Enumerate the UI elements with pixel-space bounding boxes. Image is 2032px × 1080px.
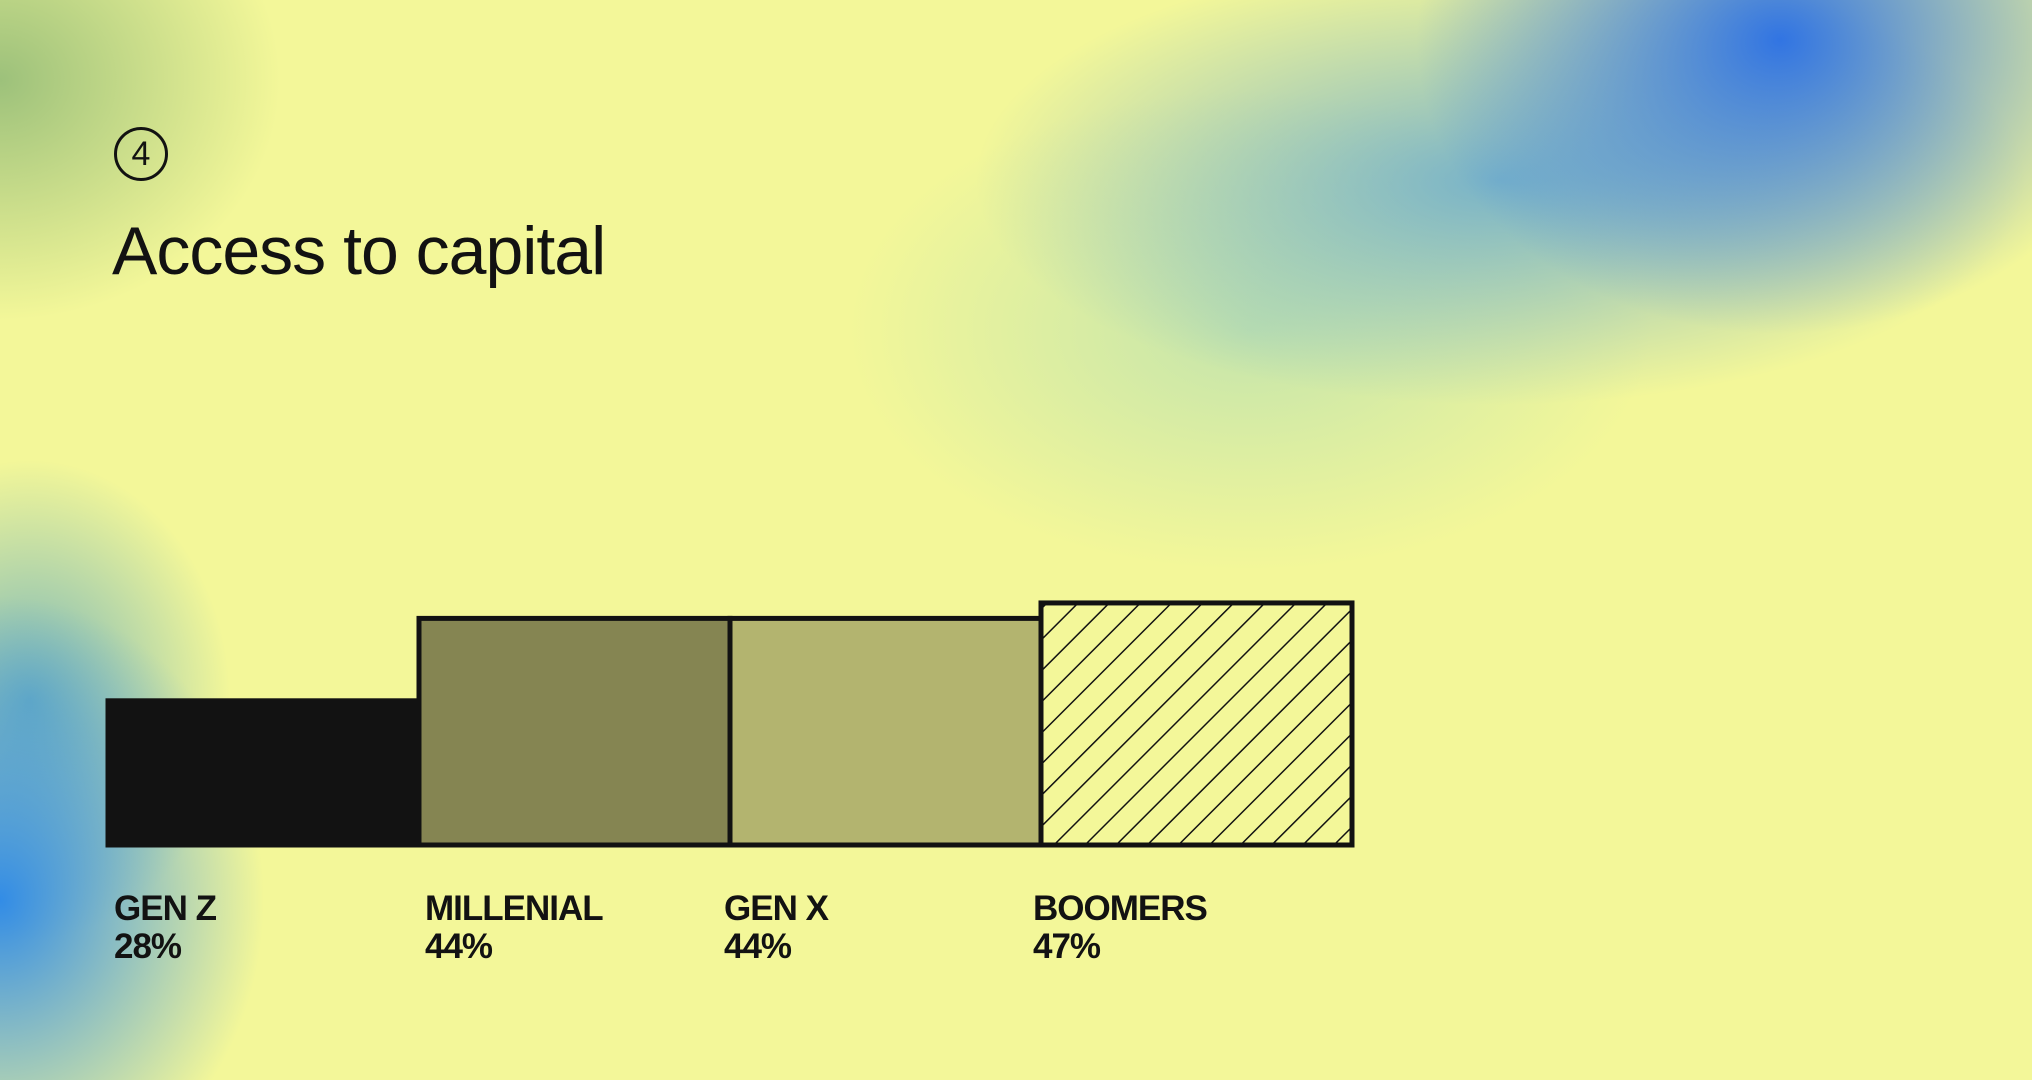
chart-title: Access to capital xyxy=(112,213,606,289)
bar-gen-z xyxy=(105,698,422,848)
bar-label: GEN X 44% xyxy=(724,889,829,966)
category-label: MILLENIAL xyxy=(425,889,604,928)
category-label: GEN X xyxy=(724,889,829,928)
category-label: BOOMERS xyxy=(1033,889,1208,928)
value-label: 28% xyxy=(114,927,182,966)
bar-label: MILLENIAL 44% xyxy=(425,889,604,966)
value-label: 47% xyxy=(1033,927,1101,966)
bar-millenial xyxy=(416,615,733,848)
bar-gen-x xyxy=(727,615,1044,848)
value-label: 44% xyxy=(425,927,493,966)
bar-label: BOOMERS 47% xyxy=(1033,889,1208,966)
bar-boomers xyxy=(1038,600,1355,848)
category-label: GEN Z xyxy=(114,889,217,928)
section-number-badge: 4 xyxy=(114,127,168,181)
section-number: 4 xyxy=(131,134,151,173)
value-label: 44% xyxy=(724,927,792,966)
bar-label: GEN Z 28% xyxy=(114,889,217,966)
